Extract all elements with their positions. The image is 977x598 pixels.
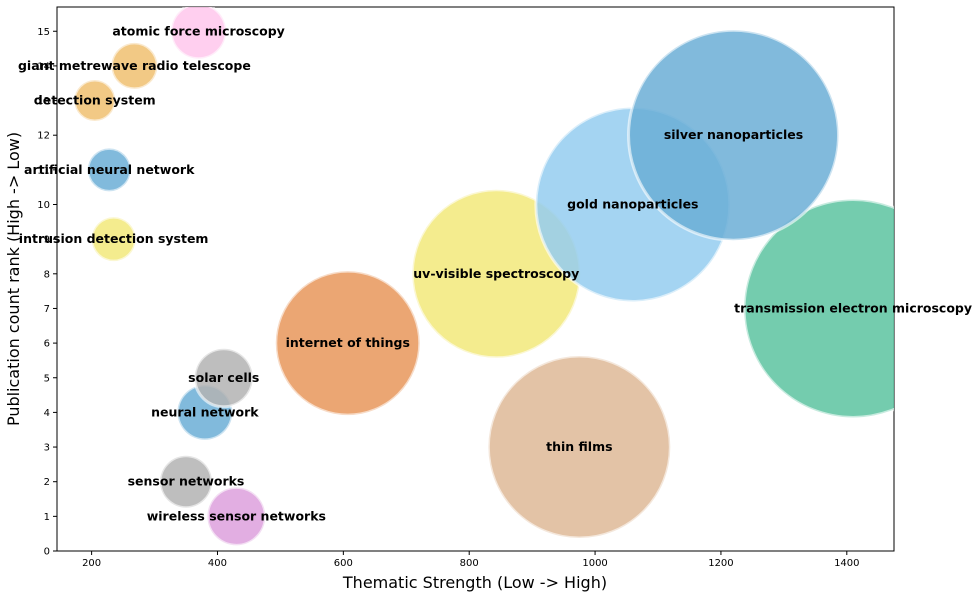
bubble-label-4: solar cells	[188, 370, 259, 385]
x-tick-label-1: 400	[208, 558, 227, 569]
bubble-14	[169, 7, 228, 61]
y-tick-label-4: 4	[44, 408, 50, 419]
bubble-12	[72, 78, 117, 123]
x-tick-label-2: 600	[334, 558, 353, 569]
bubble-label-8: intrusion detection system	[19, 231, 209, 246]
y-tick-label-2: 2	[44, 477, 50, 488]
bubble-label-12: detection system	[34, 93, 156, 108]
bubble-label-5: internet of things	[286, 335, 410, 350]
y-tick-label-3: 3	[44, 443, 50, 454]
bubble-label-13: giant metrewave radio telescope	[18, 58, 251, 73]
bubble-label-10: artificial neural network	[24, 162, 195, 177]
bubble-10	[86, 146, 133, 193]
x-tick-label-5: 1200	[708, 558, 733, 569]
bubble-label-0: wireless sensor networks	[147, 508, 326, 523]
bubble-label-1: sensor networks	[128, 474, 245, 489]
y-tick-label-10: 10	[37, 200, 50, 211]
bubble-4	[193, 347, 255, 409]
bubble-8	[90, 215, 138, 263]
bubble-label-3: neural network	[151, 404, 259, 419]
bubble-0	[205, 485, 267, 547]
bubble-label-11: silver nanoparticles	[664, 127, 803, 142]
bubble-1	[158, 454, 214, 510]
bubble-6	[742, 197, 894, 419]
x-tick-label-6: 1400	[834, 558, 859, 569]
y-tick-label-1: 1	[44, 512, 50, 523]
x-tick-label-4: 1000	[582, 558, 607, 569]
bubble-label-6: transmission electron microscopy	[734, 300, 972, 315]
y-tick-label-11: 11	[37, 165, 50, 176]
bubble-2	[486, 354, 672, 540]
y-tick-label-14: 14	[37, 61, 50, 72]
y-tick-label-12: 12	[37, 131, 50, 142]
bubble-label-layer: wireless sensor networks sensor networks t…	[18, 23, 972, 523]
bubble-label-14: atomic force microscopy	[112, 23, 285, 38]
y-tick-label-7: 7	[44, 304, 50, 315]
bubble-11	[627, 28, 841, 242]
bubble-layer	[72, 7, 894, 547]
y-tick-label-5: 5	[44, 373, 50, 384]
y-tick-label-6: 6	[44, 339, 50, 350]
y-axis-label: Publication count rank (High -> Low)	[4, 132, 23, 426]
bubble-13	[109, 41, 159, 91]
y-tick-label-0: 0	[44, 547, 50, 558]
bubble-label-9: gold nanoparticles	[567, 197, 698, 212]
bubble-label-2: thin films	[546, 439, 612, 454]
y-tick-label-9: 9	[44, 235, 50, 246]
y-tick-label-15: 15	[37, 27, 50, 38]
y-tick-label-13: 13	[37, 96, 50, 107]
x-axis-label: Thematic Strength (Low -> High)	[342, 573, 607, 592]
x-axis-ticks: 200 400 600 800 1000 1200 1400	[82, 551, 860, 569]
x-tick-label-0: 200	[82, 558, 101, 569]
bubble-5	[274, 269, 422, 417]
bubble-label-7: uv-visible spectroscopy	[413, 266, 579, 281]
x-tick-label-3: 800	[460, 558, 479, 569]
y-tick-label-8: 8	[44, 269, 50, 280]
